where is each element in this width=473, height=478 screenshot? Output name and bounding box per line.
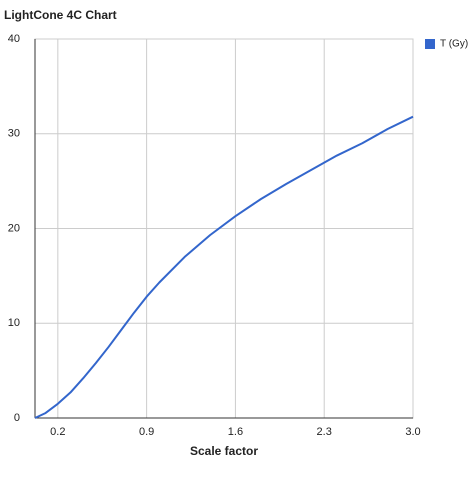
y-tick-label: 30 (8, 128, 20, 140)
x-axis-label: Scale factor (190, 444, 258, 458)
y-tick-label: 40 (8, 33, 20, 45)
chart-title: LightCone 4C Chart (4, 8, 117, 22)
data-line (34, 115, 414, 419)
y-tick-label: 20 (8, 222, 20, 234)
y-tick-label: 10 (8, 317, 20, 329)
y-tick-label: 0 (14, 412, 20, 424)
legend-label: T (Gy) (440, 39, 468, 50)
x-tick-label: 0.2 (50, 426, 65, 438)
x-tick-label: 3.0 (405, 426, 420, 438)
x-tick-label: 0.9 (139, 426, 154, 438)
legend-swatch (425, 39, 435, 49)
x-tick-label: 1.6 (228, 426, 243, 438)
x-tick-label: 2.3 (317, 426, 332, 438)
